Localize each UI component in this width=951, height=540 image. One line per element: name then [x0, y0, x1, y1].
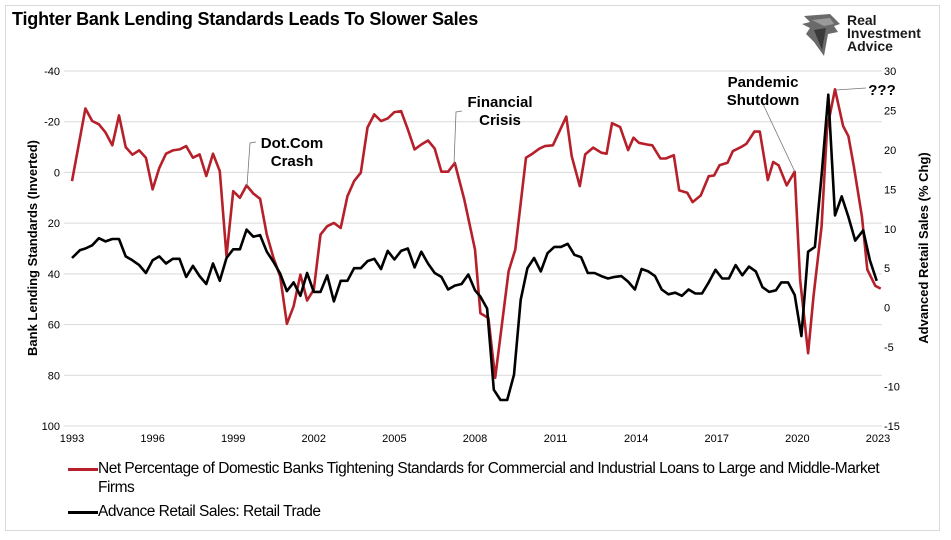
x-tick-label: 1996	[140, 433, 164, 445]
annotation-dotcom-line1: Dot.Com	[261, 135, 324, 152]
x-tick-label: 2005	[382, 433, 406, 445]
annotation-question: ???	[868, 82, 896, 99]
x-tick-label: 2002	[302, 433, 326, 445]
x-tick-label: 2020	[785, 433, 809, 445]
legend-swatch-black	[68, 511, 98, 514]
logo: Real Investment Advice	[800, 12, 940, 58]
x-tick-label: 2017	[705, 433, 729, 445]
legend-item-lending-standards: Net Percentage of Domestic Banks Tighten…	[68, 459, 888, 497]
annotation-leader-pandemic	[762, 103, 796, 173]
annotation-pandemic-line2: Shutdown	[727, 92, 799, 109]
left-tick-label: 40	[48, 269, 60, 281]
left-axis-title: Bank Lending Standards (Inverted)	[25, 140, 40, 356]
left-tick-label: -20	[44, 117, 60, 129]
right-tick-label: 10	[884, 224, 896, 236]
left-tick-label: -40	[44, 66, 60, 78]
left-tick-label: 80	[48, 370, 60, 382]
left-tick-label: 100	[42, 421, 60, 433]
annotation-financial-line1: Financial	[467, 94, 532, 111]
annotation-leader-question	[835, 87, 867, 91]
x-tick-label: 2011	[544, 433, 568, 445]
logo-line-1: Real	[847, 12, 877, 28]
right-tick-label: 5	[884, 263, 890, 275]
logo-line-3: Advice	[847, 38, 893, 54]
annotation-pandemic-line1: Pandemic	[728, 74, 799, 91]
annotation-financial-line2: Crisis	[479, 112, 521, 129]
chart-title: Tighter Bank Lending Standards Leads To …	[12, 9, 479, 29]
x-tick-label: 1993	[60, 433, 84, 445]
legend: Net Percentage of Domestic Banks Tighten…	[68, 459, 888, 526]
x-tick-label: 2023	[866, 433, 890, 445]
annotation-leader-dotcom	[246, 141, 257, 187]
right-tick-label: 15	[884, 184, 896, 196]
x-tick-label: 1999	[221, 433, 245, 445]
left-tick-label: 20	[48, 218, 60, 230]
annotation-dotcom-line2: Crash	[271, 153, 314, 170]
legend-item-retail-sales: Advance Retail Sales: Retail Trade	[68, 502, 888, 521]
x-tick-label: 2014	[624, 433, 648, 445]
right-tick-label: 20	[884, 145, 896, 157]
logo-line-2: Investment	[847, 25, 921, 41]
legend-label: Advance Retail Sales: Retail Trade	[98, 503, 321, 520]
left-tick-label: 0	[54, 167, 60, 179]
right-tick-label: 0	[884, 303, 890, 315]
x-tick-label: 2008	[463, 433, 487, 445]
right-tick-label: -15	[884, 421, 900, 433]
right-axis-title: Advanced Retail Sales (% Chg)	[916, 152, 931, 343]
series-line-retail-sales	[71, 93, 878, 402]
eagle-head-icon	[802, 14, 840, 56]
right-tick-label: 30	[884, 66, 896, 78]
right-tick-label: -10	[884, 382, 900, 394]
series-line-lending-standards	[70, 88, 882, 380]
legend-label: Net Percentage of Domestic Banks Tighten…	[98, 460, 880, 496]
right-tick-label: 25	[884, 105, 896, 117]
chart-frame	[5, 5, 940, 531]
legend-swatch-red	[68, 468, 98, 471]
left-tick-label: 60	[48, 320, 60, 332]
right-tick-label: -5	[884, 342, 894, 354]
annotation-leader-financial	[453, 110, 463, 165]
